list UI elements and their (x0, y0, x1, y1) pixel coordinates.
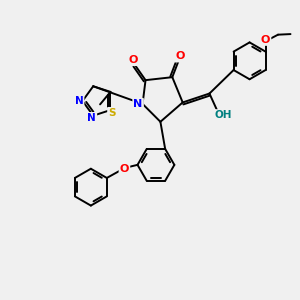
Text: N: N (134, 99, 143, 109)
Text: N: N (87, 113, 96, 123)
Text: O: O (175, 51, 184, 62)
Text: N: N (75, 96, 83, 106)
Text: O: O (120, 164, 129, 174)
Text: OH: OH (215, 110, 232, 120)
Text: S: S (108, 108, 116, 118)
Text: O: O (261, 35, 270, 45)
Text: O: O (129, 55, 138, 65)
